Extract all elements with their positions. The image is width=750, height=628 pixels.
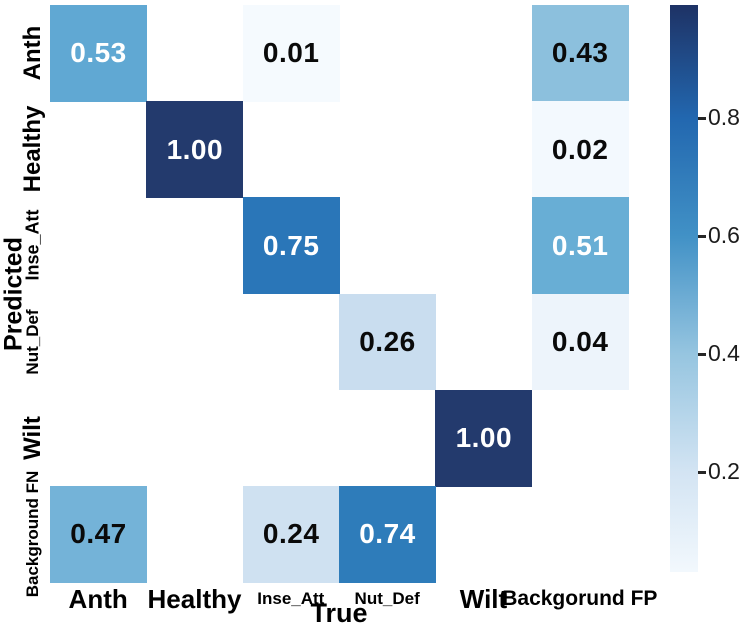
- colorbar-tick-label: 0.2: [708, 457, 740, 484]
- x-tick-label: Wilt: [459, 583, 508, 614]
- colorbar-tick-label: 0.6: [708, 221, 740, 248]
- y-tick-label: Healthy: [19, 105, 46, 193]
- heatmap-cell: 0.43: [531, 5, 629, 102]
- heatmap-cell: 0.51: [531, 197, 629, 295]
- colorbar-tick-label: 0.8: [708, 103, 740, 130]
- x-tick-label: Backgorund FP: [502, 587, 658, 610]
- y-tick-label: Background FN: [23, 470, 42, 598]
- colorbar-tick-mark: [698, 116, 706, 120]
- colorbar-tick-mark: [698, 352, 706, 356]
- heatmap-cell: 0.24: [242, 485, 340, 583]
- heatmap-cell: 0.53: [50, 5, 148, 102]
- colorbar: [670, 5, 698, 572]
- heatmap-cell: 0.26: [338, 293, 436, 391]
- heatmap-cell: 0.75: [242, 197, 340, 295]
- heatmap-cell: 0.04: [531, 293, 629, 391]
- y-tick-label: Anth: [19, 25, 46, 81]
- x-tick-label: Inse_Att: [257, 589, 325, 608]
- x-tick-label: Anth: [68, 583, 128, 614]
- y-tick-label: Nut_Def: [23, 309, 42, 375]
- colorbar-tick-mark: [698, 470, 706, 474]
- x-tick-label: Nut_Def: [354, 589, 420, 608]
- heatmap-cell: 1.00: [435, 389, 533, 487]
- y-tick-label: Inse_Att: [22, 209, 43, 281]
- heatmap-cell: 1.00: [146, 101, 244, 199]
- x-axis-title: True: [310, 598, 368, 628]
- x-tick-label: Healthy: [147, 583, 242, 614]
- heatmap-cell: 0.02: [531, 101, 629, 199]
- heatmap-cell: 0.74: [338, 485, 436, 583]
- heatmap-cell: 0.01: [242, 5, 340, 102]
- heatmap-cell: 0.47: [50, 485, 148, 583]
- colorbar-tick-label: 0.4: [708, 339, 740, 366]
- y-tick-label: Wilt: [19, 415, 46, 460]
- colorbar-tick-mark: [698, 234, 706, 238]
